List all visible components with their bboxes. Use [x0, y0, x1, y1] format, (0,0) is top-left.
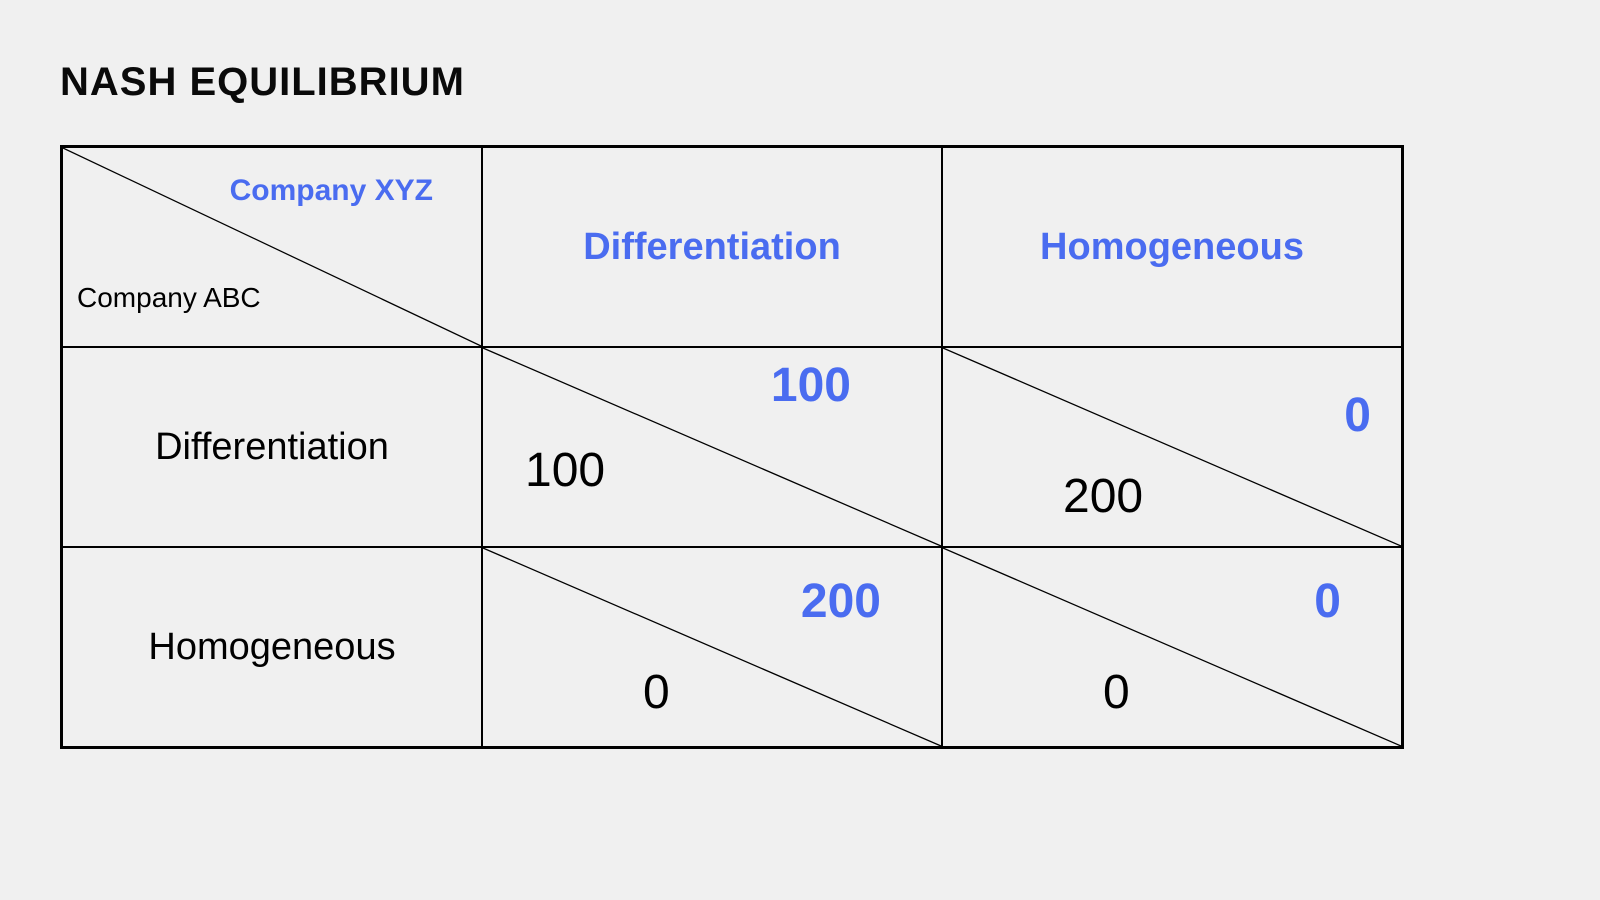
row-header-1-text: Homogeneous	[148, 626, 395, 669]
payoff-row-r0c0: 100	[525, 443, 605, 498]
payoff-col-r0c0: 100	[771, 358, 851, 413]
row-header-0: Differentiation	[62, 347, 482, 547]
payoff-col-r0c1: 0	[1344, 388, 1371, 443]
column-header-1-text: Homogeneous	[1040, 226, 1304, 269]
payoff-cell-r0c0: 100 100	[482, 347, 942, 547]
payoff-row-r1c0: 0	[643, 665, 670, 720]
column-header-0: Differentiation	[482, 147, 942, 347]
page-container: NASH EQUILIBRIUM Company XYZ Company ABC…	[0, 0, 1600, 749]
payoff-matrix: Company XYZ Company ABC Differentiation …	[60, 145, 1404, 749]
column-player-label: Company XYZ	[230, 174, 433, 208]
column-header-1: Homogeneous	[942, 147, 1402, 347]
payoff-col-r1c0: 200	[801, 574, 881, 629]
row-header-1: Homogeneous	[62, 547, 482, 747]
row-header-0-text: Differentiation	[155, 426, 389, 469]
payoff-cell-r0c1: 0 200	[942, 347, 1402, 547]
corner-cell: Company XYZ Company ABC	[62, 147, 482, 347]
payoff-row-r0c1: 200	[1063, 469, 1143, 524]
payoff-col-r1c1: 0	[1314, 574, 1341, 629]
page-title: NASH EQUILIBRIUM	[60, 60, 1540, 105]
payoff-cell-r1c0: 200 0	[482, 547, 942, 747]
column-header-0-text: Differentiation	[583, 226, 841, 269]
payoff-row-r1c1: 0	[1103, 665, 1130, 720]
payoff-cell-r1c1: 0 0	[942, 547, 1402, 747]
diagonal-line-icon	[943, 348, 1401, 546]
row-player-label: Company ABC	[77, 282, 261, 314]
